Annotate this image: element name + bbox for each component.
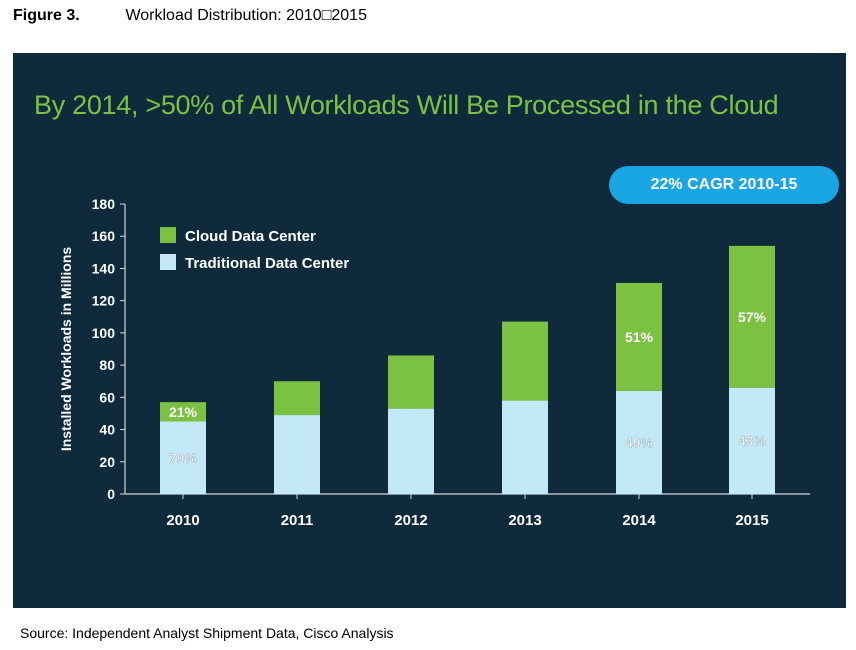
bar-traditional-2012 bbox=[388, 409, 434, 494]
figure-caption: Workload Distribution: 2010□2015 bbox=[125, 7, 367, 24]
x-tick-label: 2015 bbox=[735, 512, 768, 529]
y-tick-label: 80 bbox=[99, 357, 115, 373]
data-label-traditional-2015: 43% bbox=[738, 433, 767, 449]
data-label-traditional-2010: 79% bbox=[169, 450, 198, 466]
y-tick-label: 120 bbox=[92, 293, 116, 309]
bar-cloud-2011 bbox=[274, 381, 320, 415]
x-tick-label: 2014 bbox=[622, 512, 656, 529]
y-tick-label: 140 bbox=[92, 260, 116, 276]
x-tick-label: 2011 bbox=[281, 512, 314, 529]
y-tick-label: 180 bbox=[92, 196, 116, 212]
chart-panel: By 2014, >50% of All Workloads Will Be P… bbox=[13, 53, 846, 608]
y-tick-label: 0 bbox=[107, 486, 115, 502]
legend-label-traditional: Traditional Data Center bbox=[185, 255, 349, 272]
data-label-cloud-2015: 57% bbox=[738, 309, 767, 325]
data-label-traditional-2014: 49% bbox=[625, 434, 654, 450]
bar-traditional-2013 bbox=[502, 401, 548, 494]
legend-label-cloud: Cloud Data Center bbox=[185, 228, 316, 245]
y-axis-title: Installed Workloads in Millions bbox=[58, 247, 74, 452]
source-note: Source: Independent Analyst Shipment Dat… bbox=[20, 625, 394, 641]
x-tick-label: 2013 bbox=[508, 512, 541, 529]
y-tick-label: 160 bbox=[92, 228, 116, 244]
data-label-cloud-2010: 21% bbox=[169, 404, 198, 420]
y-tick-label: 40 bbox=[99, 422, 115, 438]
figure-header: Figure 3. Workload Distribution: 2010□20… bbox=[13, 7, 367, 25]
x-tick-label: 2012 bbox=[394, 512, 427, 529]
bar-cloud-2012 bbox=[388, 355, 434, 408]
legend-swatch-cloud bbox=[160, 227, 176, 243]
bar-cloud-2013 bbox=[502, 322, 548, 401]
figure-number: Figure 3. bbox=[13, 7, 121, 25]
y-tick-label: 60 bbox=[99, 389, 115, 405]
legend-swatch-traditional bbox=[160, 254, 176, 270]
stacked-bar-chart: 0 20 40 60 80 100 120 140 160 180 Installed Worklo… bbox=[13, 53, 846, 608]
bar-traditional-2011 bbox=[274, 415, 320, 494]
y-tick-label: 20 bbox=[99, 454, 115, 470]
x-tick-label: 2010 bbox=[166, 512, 199, 529]
data-label-cloud-2014: 51% bbox=[625, 329, 654, 345]
y-tick-label: 100 bbox=[92, 325, 116, 341]
